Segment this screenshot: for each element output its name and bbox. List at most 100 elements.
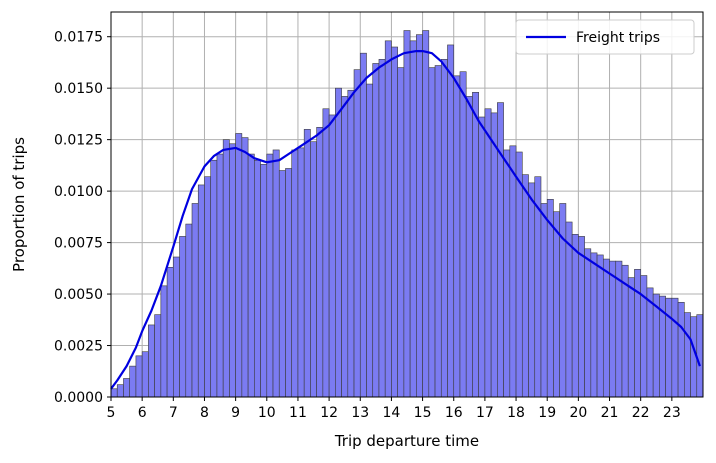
kde-line-group [110,50,701,390]
x-axis: 5 6 7 8 9 10 11 12 13 14 15 16 17 18 19 20 21 22 23 [107,397,681,421]
y-axis-label: Proportion of trips [10,137,28,272]
histogram-bar-90 [671,297,679,398]
histogram-bar-78 [596,254,604,398]
histogram-bar-79 [602,258,610,398]
histogram-bar-69 [540,203,548,398]
histogram-bar-54 [447,44,455,398]
histogram-bar-43 [378,59,386,398]
x-tick-label-14: 19 [538,405,556,421]
histogram-bar-49 [416,34,423,398]
histogram-bar-58 [472,91,479,398]
histogram-bar-59 [478,116,486,398]
histogram-bar-33 [316,126,324,398]
histogram-bar-84 [634,269,641,398]
x-tick-label-10: 15 [414,405,432,421]
histogram-bar-38 [347,89,355,398]
histogram-bar-22 [247,153,255,398]
histogram-bar-92 [684,312,691,398]
histogram-bar-30 [297,147,305,398]
histogram-bar-60 [484,108,492,398]
histogram-bar-65 [515,151,523,398]
histogram-bar-66 [521,174,529,398]
x-tick-label-8: 13 [351,405,369,421]
histogram-bar-51 [428,67,436,398]
histogram-bar-35 [328,114,336,398]
histogram-bar-39 [353,69,361,398]
histogram-bar-32 [310,141,317,398]
histogram-bar-67 [528,182,536,398]
histogram-bar-36 [335,87,342,398]
y-tick-label-7: 0.0175 [54,30,103,46]
histogram-bar-48 [409,40,417,398]
histogram-bar-4 [135,355,143,398]
histogram-bar-8 [160,285,168,398]
histogram-bar-17 [216,153,224,398]
histogram-bar-42 [372,63,380,398]
histogram-bar-26 [272,149,280,398]
histogram-bar-72 [559,203,567,398]
y-tick-label-6: 0.0150 [54,81,103,97]
y-tick-label-5: 0.0125 [54,133,103,149]
histogram-bar-20 [235,133,243,398]
histogram-bar-16 [210,159,218,398]
legend-box [515,19,695,55]
x-tick-label-12: 17 [476,405,494,421]
y-tick-label-4: 0.0100 [54,184,103,200]
histogram-bar-44 [384,40,392,398]
histogram-bar-47 [403,30,411,398]
histogram-bar-6 [148,324,155,398]
x-tick-label-15: 20 [569,405,587,421]
histogram-bar-5 [141,351,149,398]
histogram-bar-12 [185,223,193,398]
histogram-bar-34 [322,108,330,398]
x-tick-label-17: 22 [632,405,650,421]
histogram-bar-73 [565,221,573,398]
histogram-bar-40 [359,52,367,398]
histogram-bar-50 [422,30,430,398]
x-tick-label-18: 23 [663,405,681,421]
x-tick-label-5: 10 [258,405,276,421]
x-tick-label-13: 18 [507,405,525,421]
histogram-bar-75 [578,236,585,398]
histogram-bar-37 [341,96,349,398]
histogram-bar-57 [465,96,473,398]
histogram-bar-28 [285,168,293,398]
histogram-bar-77 [590,252,598,398]
histogram-bar-64 [509,145,517,398]
x-tick-label-16: 21 [601,405,619,421]
x-tick-label-11: 16 [445,405,463,421]
histogram-bar-29 [291,149,299,398]
histogram-bar-91 [677,301,685,398]
histogram-bar-23 [254,159,261,398]
histogram-bar-10 [173,256,180,398]
legend: Freight trips [515,19,695,55]
y-tick-label-0: 0.0000 [54,390,103,406]
histogram-bar-19 [229,143,236,398]
histogram-bar-13 [191,203,199,398]
histogram-bar-3 [129,365,137,398]
histogram-bar-71 [553,211,560,398]
histogram-bar-15 [204,176,212,398]
y-axis: 0.0000 0.0025 0.0050 0.0075 0.0100 0.0125 0.01… [54,30,111,406]
histogram-bar-46 [397,67,405,398]
histogram-bar-7 [154,314,162,398]
histogram-bar-70 [546,199,554,398]
x-tick-label-6: 11 [289,405,307,421]
x-tick-label-3: 8 [200,405,209,421]
y-tick-label-3: 0.0075 [54,236,103,252]
series-line-freight-trips [110,50,701,390]
x-tick-label-1: 6 [138,405,147,421]
histogram-bar-21 [241,137,249,398]
histogram-bar-74 [571,234,579,398]
x-tick-label-9: 14 [383,405,401,421]
x-tick-label-7: 12 [320,405,338,421]
y-tick-label-2: 0.0050 [54,287,103,303]
histogram-bar-25 [266,153,274,398]
y-tick-label-1: 0.0025 [54,339,103,355]
histogram-bar-76 [584,248,592,398]
plot-frame [110,11,704,398]
histogram-bar-55 [453,75,461,398]
histogram-bar-80 [609,260,617,398]
x-axis-label: Trip departure time [334,432,479,450]
